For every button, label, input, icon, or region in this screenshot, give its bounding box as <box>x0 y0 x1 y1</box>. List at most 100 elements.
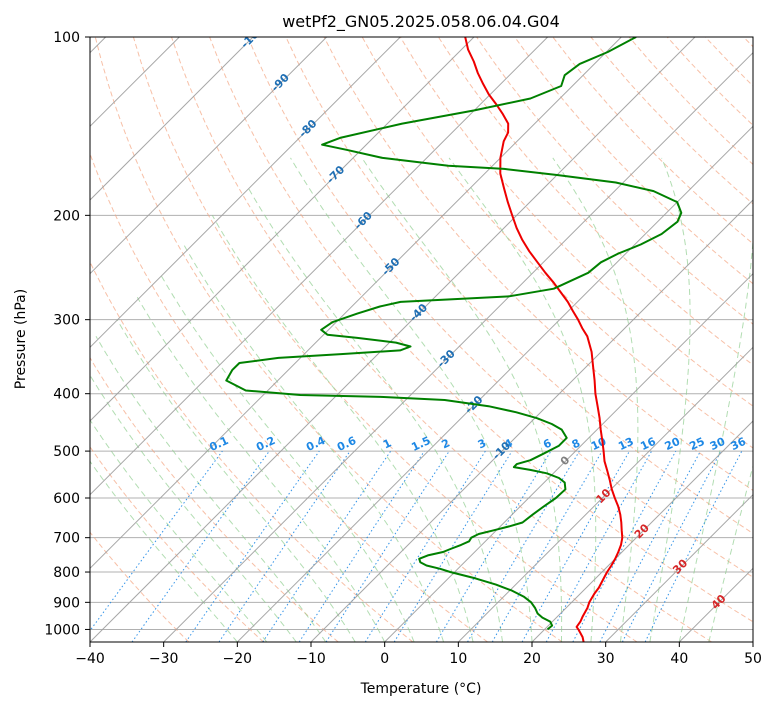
mixing-ratio-label: 13 <box>616 435 635 453</box>
dry-adiabat <box>132 37 638 642</box>
y-tick-label: 200 <box>53 208 80 224</box>
dry-adiabat <box>285 37 753 535</box>
dry-adiabat <box>94 37 563 642</box>
chart-title: wetPf2_GN05.2025.058.06.04.G04 <box>282 12 560 32</box>
moist-adiabat <box>159 272 415 642</box>
profiles <box>225 37 683 642</box>
isotherm <box>90 37 254 201</box>
dry-adiabat <box>361 37 753 449</box>
mixing-ratio-label: 8 <box>570 436 582 451</box>
isotherm <box>90 37 401 349</box>
mixing-ratio-label: 1 <box>381 436 393 451</box>
x-tick-label: −20 <box>223 651 253 667</box>
moist-adiabat <box>95 336 327 642</box>
x-tick-label: 0 <box>380 651 389 667</box>
x-tick-label: −40 <box>75 651 105 667</box>
y-tick-label: 300 <box>53 313 80 329</box>
mixing-ratio-label: 2 <box>440 436 452 451</box>
mixing-ratio-line <box>298 450 425 642</box>
mixing-ratio-lines <box>90 450 743 642</box>
mixing-ratio-line <box>131 450 270 642</box>
mixing-ratio-label: 20 <box>663 435 683 453</box>
x-tick-label: 10 <box>449 651 467 667</box>
dry-adiabats <box>90 37 753 642</box>
moist-adiabat <box>678 235 753 642</box>
y-tick-label: 1000 <box>44 622 80 638</box>
mixing-ratio-line <box>545 450 653 642</box>
x-tick-label: 40 <box>670 651 688 667</box>
isotherm <box>90 37 328 275</box>
y-tick-label: 700 <box>53 531 80 547</box>
dry-adiabat <box>666 37 753 126</box>
mixing-ratio-line <box>262 450 392 642</box>
dry-adiabat <box>437 37 753 366</box>
plot-frame <box>89 36 754 643</box>
y-tick-label: 400 <box>53 387 80 403</box>
y-tick-label: 500 <box>53 444 80 460</box>
isotherm <box>236 125 753 642</box>
mixing-ratio-label: 30 <box>708 435 728 453</box>
dewpoint-profile-line <box>225 37 683 631</box>
dry-adiabat <box>399 37 753 407</box>
mixing-ratio-line <box>185 450 320 642</box>
x-tick-label: 50 <box>744 651 762 667</box>
isotherm <box>163 51 753 642</box>
isotherm <box>605 493 753 642</box>
x-tick-label: −30 <box>149 651 179 667</box>
pressure-gridlines <box>90 37 753 630</box>
dry-adiabat <box>247 37 753 578</box>
mixing-ratio-line <box>325 450 450 642</box>
mixing-ratio-line <box>218 450 351 642</box>
mixing-ratio-label: 16 <box>638 435 658 453</box>
mixing-ratio-line <box>393 450 513 642</box>
temperature-profile-line <box>464 37 624 642</box>
y-tick-label: 600 <box>53 491 80 507</box>
mixing-ratio-line <box>644 450 743 642</box>
moist-adiabat <box>116 319 356 642</box>
moist-adiabat <box>708 464 753 642</box>
isotherm <box>90 37 549 496</box>
isotherm <box>310 199 753 642</box>
dry-adiabat <box>743 37 753 48</box>
dry-adiabat <box>514 37 753 285</box>
moist-adiabat <box>90 374 297 642</box>
mixing-ratio-line <box>90 450 223 632</box>
y-tick-label: 100 <box>53 30 80 46</box>
x-tick-label: 20 <box>523 651 541 667</box>
mixing-ratio-label: 25 <box>687 435 706 453</box>
isotherm-label: -60 <box>352 209 375 232</box>
isotherm <box>90 37 622 570</box>
isotherm <box>531 420 753 642</box>
mixing-ratio-label: 36 <box>729 435 749 453</box>
isotherm <box>678 567 753 642</box>
mixing-ratio-line <box>435 450 552 642</box>
dry-adiabat <box>90 152 488 642</box>
isotherm <box>90 37 475 422</box>
y-axis-label: Pressure (hPa) <box>13 289 29 389</box>
y-tick-label: 800 <box>53 565 80 581</box>
isotherm-label: -40 <box>407 301 430 324</box>
dry-adiabat <box>323 37 753 491</box>
x-tick-label: 30 <box>597 651 615 667</box>
y-axis-ticks: 100 200 300 400 500 600 700 800 900 1000 <box>44 30 90 638</box>
dry-adiabat <box>90 531 190 642</box>
x-axis-label: Temperature (°C) <box>360 681 482 697</box>
isotherm <box>90 37 696 642</box>
x-axis-ticks: −40 −30 −20 −10 0 10 20 30 40 50 <box>75 642 762 667</box>
dry-adiabat <box>90 356 339 642</box>
moist-adiabat <box>211 215 474 642</box>
dry-adiabat <box>209 37 753 623</box>
mixing-ratio-line <box>572 450 677 642</box>
moist-adiabat <box>136 297 386 642</box>
isotherm <box>752 641 753 642</box>
moist-adiabat <box>183 245 445 642</box>
mixing-ratio-line <box>521 450 630 642</box>
dry-adiabat <box>552 37 753 245</box>
isotherm <box>384 272 753 642</box>
moist-adiabat <box>448 157 597 642</box>
isotherm-label: -80 <box>296 117 319 140</box>
dry-adiabat <box>90 446 264 642</box>
isotherms <box>90 37 753 642</box>
x-tick-label: −10 <box>296 651 326 667</box>
